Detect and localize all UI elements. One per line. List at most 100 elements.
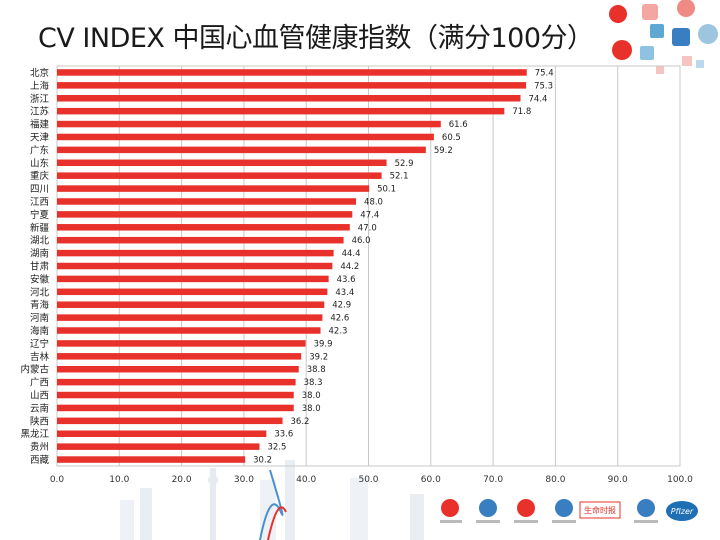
bar (57, 185, 370, 192)
data-label: 38.3 (304, 378, 323, 388)
svg-text:生命时报: 生命时报 (584, 505, 616, 515)
category-label: 上海 (30, 80, 50, 92)
pixel-decor-2 (696, 60, 704, 68)
category-label: 江苏 (30, 106, 50, 118)
data-label: 43.4 (335, 288, 354, 298)
logo-4-icon (552, 499, 576, 523)
pixel-decor-3 (656, 66, 664, 74)
data-label: 38.0 (302, 404, 321, 414)
data-label: 30.2 (253, 456, 272, 466)
category-label: 陕西 (30, 415, 49, 427)
category-label: 西藏 (30, 454, 50, 466)
data-label: 61.6 (449, 120, 468, 130)
bar (57, 146, 426, 154)
category-label: 河南 (30, 312, 49, 324)
x-tick-label: 70.0 (483, 475, 503, 485)
data-label: 46.0 (352, 236, 371, 246)
logo-3-icon (514, 499, 538, 523)
bar (57, 236, 344, 244)
heart-chat-icon (677, 0, 695, 17)
bar (57, 69, 527, 76)
category-label: 安徽 (30, 273, 50, 285)
category-label: 广东 (30, 144, 49, 156)
bar (57, 378, 296, 386)
heart-logo-icon (612, 40, 632, 60)
bar (57, 249, 334, 257)
data-label: 52.9 (395, 159, 414, 169)
bar (57, 443, 260, 450)
category-label: 甘肃 (30, 261, 49, 273)
pfizer-logo: Pfizer (666, 501, 698, 521)
skyline-illustration (120, 460, 424, 540)
bar (57, 314, 323, 321)
bar (57, 301, 325, 308)
data-label: 38.8 (307, 365, 326, 375)
data-label: 52.1 (390, 172, 409, 182)
category-label: 福建 (30, 119, 50, 131)
bar (57, 340, 306, 347)
category-label: 北京 (30, 67, 49, 79)
bar (57, 327, 321, 334)
category-label: 贵州 (30, 441, 49, 453)
category-label: 天津 (30, 132, 50, 143)
bar (57, 120, 441, 128)
category-label: 辽宁 (30, 338, 49, 350)
data-label: 32.5 (267, 443, 286, 453)
bar-chart-icon (672, 28, 690, 46)
bar (57, 159, 387, 167)
bar (57, 211, 353, 218)
logo-6-icon (634, 499, 658, 523)
sponsor-logos: 生命时报 Pfizer (440, 499, 698, 523)
data-label: 44.4 (342, 249, 361, 259)
data-label: 59.2 (434, 146, 453, 156)
bar (57, 224, 350, 231)
category-label: 海南 (30, 325, 49, 337)
bar (57, 275, 329, 283)
data-label: 38.0 (302, 391, 321, 401)
category-label: 广西 (30, 377, 49, 389)
bar (57, 133, 434, 141)
bar (57, 404, 294, 412)
bar (57, 353, 302, 360)
bar (57, 417, 283, 425)
category-label: 河北 (30, 286, 50, 298)
category-label: 吉林 (30, 351, 50, 363)
category-label: 青海 (30, 299, 50, 311)
data-label: 39.9 (314, 339, 333, 349)
data-label: 47.4 (360, 210, 379, 220)
bar (57, 262, 333, 270)
medical-person-icon (698, 24, 718, 44)
category-label: 山东 (30, 157, 49, 169)
data-label: 44.2 (340, 262, 359, 272)
data-label: 42.9 (332, 301, 351, 311)
data-label: 36.2 (291, 417, 310, 427)
page-title: CV INDEX 中国心血管健康指数（满分100分） (38, 23, 594, 54)
pixel-decor-1 (682, 56, 692, 66)
data-label: 75.3 (534, 81, 553, 91)
x-tick-label: 100.0 (667, 475, 693, 485)
x-tick-label: 0.0 (50, 475, 65, 485)
data-label: 33.6 (274, 430, 293, 440)
x-tick-label: 80.0 (545, 475, 565, 485)
data-label: 39.2 (309, 352, 328, 362)
data-label: 43.6 (337, 275, 356, 285)
x-tick-label: 90.0 (608, 475, 628, 485)
category-label: 浙江 (30, 93, 50, 105)
data-label: 47.0 (358, 223, 377, 233)
network-icon (640, 46, 654, 60)
logo-2-icon (476, 499, 500, 523)
data-label: 74.4 (529, 94, 548, 104)
data-label: 42.3 (329, 327, 348, 337)
x-tick-label: 10.0 (109, 475, 129, 485)
category-label: 重庆 (30, 170, 50, 182)
bar (57, 172, 382, 179)
bar (57, 107, 505, 115)
category-label: 宁夏 (30, 209, 50, 221)
logo-1-icon (440, 499, 462, 523)
bar (57, 82, 527, 89)
bar (57, 456, 246, 463)
data-label: 71.8 (512, 107, 531, 117)
category-label: 江西 (30, 197, 49, 208)
category-label: 湖南 (30, 248, 49, 260)
